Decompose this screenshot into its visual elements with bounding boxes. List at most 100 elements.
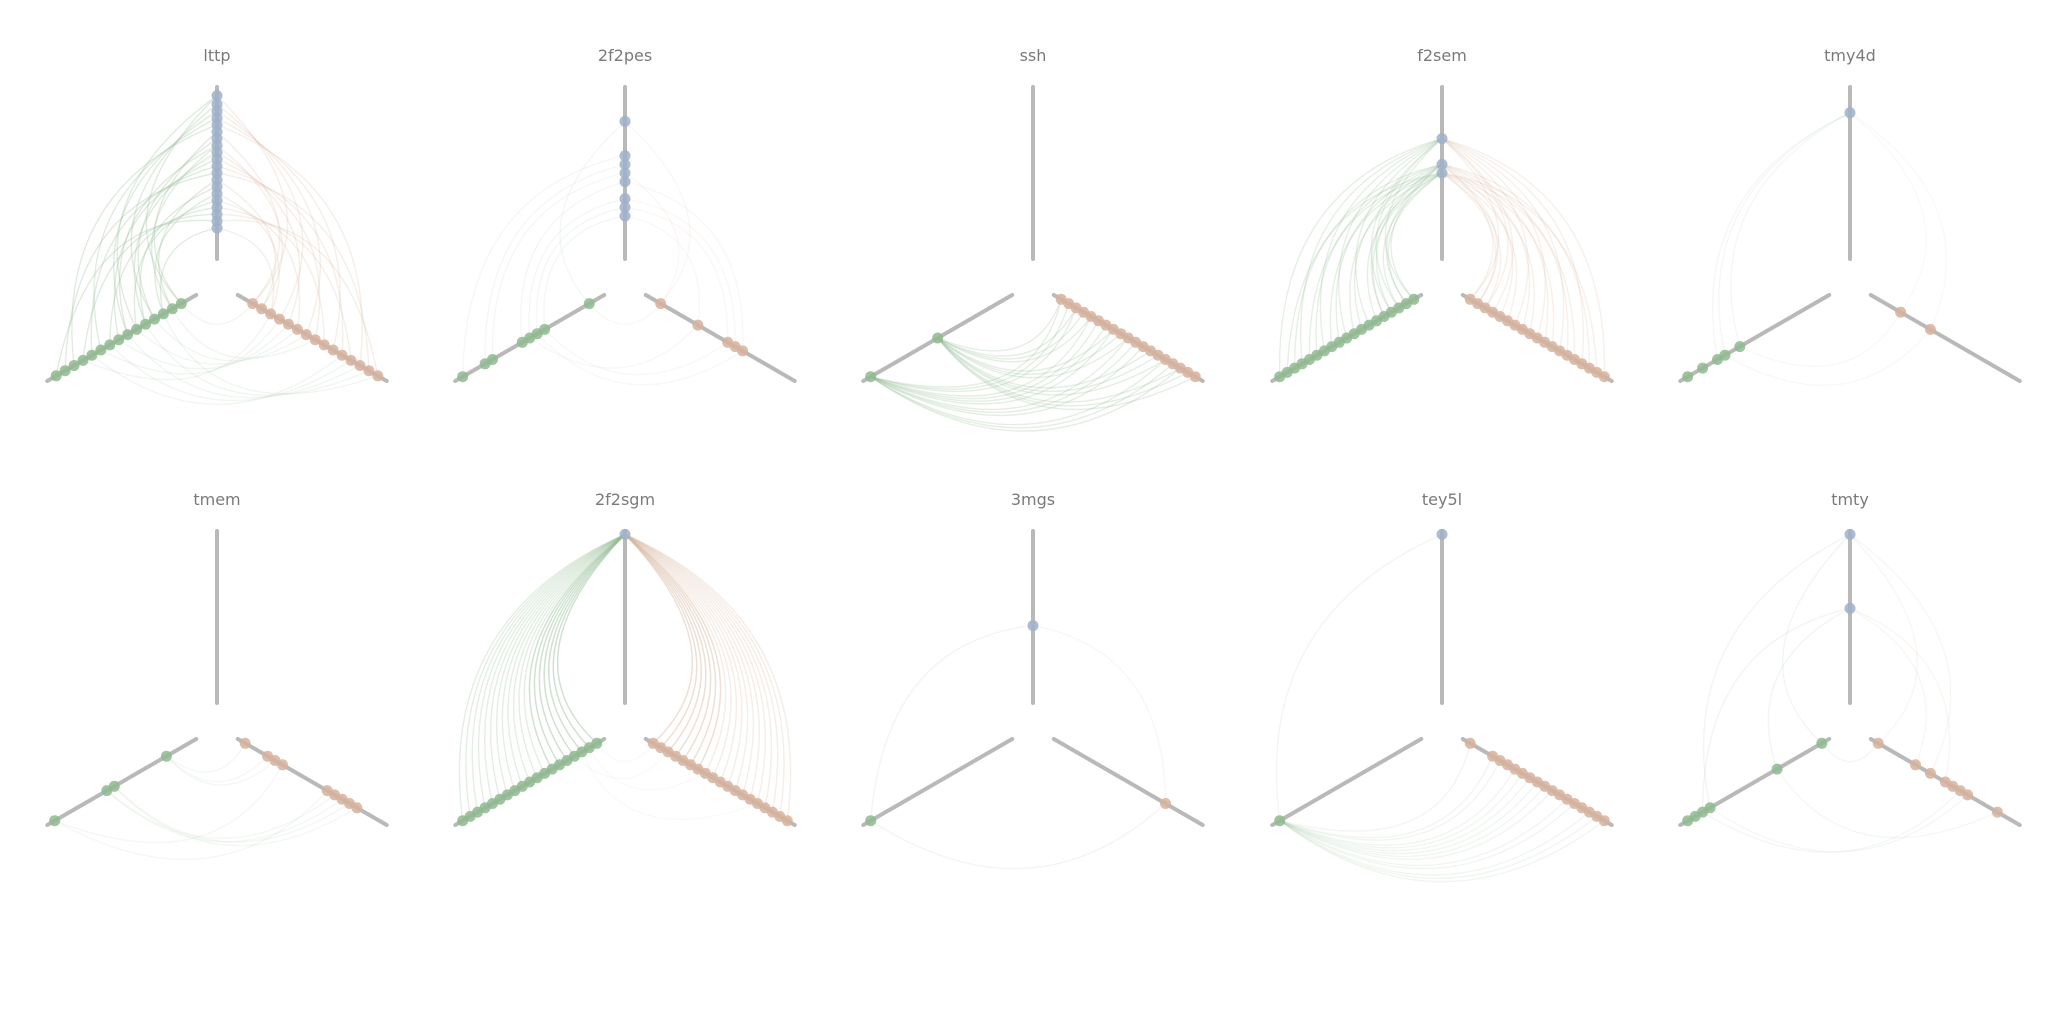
- hive-edge: [1768, 608, 1850, 769]
- axis-left: [863, 739, 1012, 825]
- hive-edge: [181, 304, 252, 325]
- hive-node-right: [1599, 371, 1610, 382]
- hive-node-top: [1845, 529, 1856, 540]
- hive-node-top: [620, 176, 631, 187]
- hive-node-left: [101, 785, 112, 796]
- hive-edge: [1850, 113, 1946, 330]
- hive-edge: [625, 121, 690, 303]
- hive-node-top: [1845, 107, 1856, 118]
- hive-node-right: [240, 738, 251, 749]
- hive-edge: [1280, 812, 1590, 875]
- hive-node-right: [1962, 789, 1973, 800]
- hive-node-left: [1697, 363, 1708, 374]
- hive-panel: lttp: [47, 46, 386, 404]
- hive-edge: [107, 791, 335, 839]
- hive-edge: [217, 104, 303, 319]
- hive-edge: [119, 324, 289, 369]
- hive-panel: tmty: [1680, 490, 2019, 852]
- hive-edge: [1442, 139, 1604, 377]
- hive-node-top: [1437, 133, 1448, 144]
- hive-panel: 3mgs: [863, 490, 1202, 869]
- axis-right: [1054, 739, 1203, 825]
- hive-node-left: [932, 333, 943, 344]
- axis-right: [238, 739, 387, 825]
- hive-node-left: [1682, 371, 1693, 382]
- hive-edge: [485, 164, 625, 363]
- panel-title: 2f2sgm: [595, 490, 655, 509]
- hive-node-left: [1274, 371, 1285, 382]
- hive-node-left: [865, 371, 876, 382]
- hive-panel: tey5l: [1272, 490, 1611, 882]
- hive-edge: [625, 207, 728, 342]
- hive-node-right: [1992, 807, 2003, 818]
- panel-title: tey5l: [1422, 490, 1462, 509]
- hive-edge: [217, 180, 275, 309]
- hive-node-left: [1274, 815, 1285, 826]
- hive-edge: [1442, 173, 1575, 360]
- hive-edge: [1710, 795, 1968, 852]
- hive-edge: [589, 304, 660, 325]
- hive-edge: [1276, 534, 1442, 820]
- axis-left: [47, 739, 196, 825]
- panel-title: f2sem: [1417, 46, 1467, 65]
- hive-edge: [166, 756, 267, 781]
- hive-edge: [463, 156, 625, 377]
- hive-node-right: [1895, 307, 1906, 318]
- hive-node-right: [1465, 738, 1476, 749]
- hive-edge: [871, 804, 1166, 869]
- hive-node-right: [655, 298, 666, 309]
- hive-node-right: [1190, 371, 1201, 382]
- axis-right: [646, 295, 795, 381]
- hive-node-right: [277, 759, 288, 770]
- hive-node-left: [457, 371, 468, 382]
- hive-edge: [107, 791, 342, 842]
- edge-group: [55, 743, 357, 859]
- hive-edge: [492, 173, 625, 360]
- hive-node-top: [1437, 529, 1448, 540]
- hive-edge: [1280, 816, 1597, 878]
- hive-node-right: [692, 320, 703, 331]
- hive-node-left: [1682, 815, 1693, 826]
- hive-node-right: [1599, 815, 1610, 826]
- hive-edge: [1033, 626, 1166, 804]
- hive-node-right: [1873, 738, 1884, 749]
- hive-panel: ssh: [863, 46, 1202, 431]
- hive-node-right: [1910, 759, 1921, 770]
- hive-node-top: [1028, 620, 1039, 631]
- hive-edge: [545, 329, 728, 374]
- hive-edge: [114, 786, 349, 842]
- axis-right: [1871, 295, 2020, 381]
- edge-group: [1713, 113, 1947, 385]
- panel-title: ssh: [1020, 46, 1047, 65]
- hive-node-left: [1734, 341, 1745, 352]
- hive-node-left: [584, 298, 595, 309]
- hive-node-right: [1925, 324, 1936, 335]
- hive-edge: [871, 626, 1033, 821]
- hive-edge: [1740, 312, 1901, 366]
- panel-title: tmem: [193, 490, 240, 509]
- hive-edge: [1850, 534, 1917, 743]
- hive-node-left: [49, 815, 60, 826]
- hive-panel: f2sem: [1272, 46, 1611, 382]
- panel-title: tmty: [1831, 490, 1869, 509]
- hive-panel: tmem: [47, 490, 386, 859]
- hive-edge: [166, 756, 275, 785]
- hive-edge: [625, 173, 679, 304]
- edge-group: [871, 299, 1196, 431]
- hive-edge: [101, 319, 280, 374]
- hive-edge: [1309, 173, 1442, 360]
- panel-title: tmy4d: [1824, 46, 1876, 65]
- hive-node-left: [1772, 764, 1783, 775]
- hive-node-top: [1437, 168, 1448, 179]
- hive-edge: [597, 743, 653, 761]
- panel-title: 3mgs: [1011, 490, 1055, 509]
- hive-node-right: [1925, 768, 1936, 779]
- hive-edge: [544, 216, 625, 329]
- hive-edge: [159, 180, 217, 309]
- hive-node-right: [351, 802, 362, 813]
- hive-node-left: [480, 358, 491, 369]
- hive-edge: [1777, 769, 1997, 838]
- axis-left: [1272, 739, 1421, 825]
- hive-node-left: [457, 815, 468, 826]
